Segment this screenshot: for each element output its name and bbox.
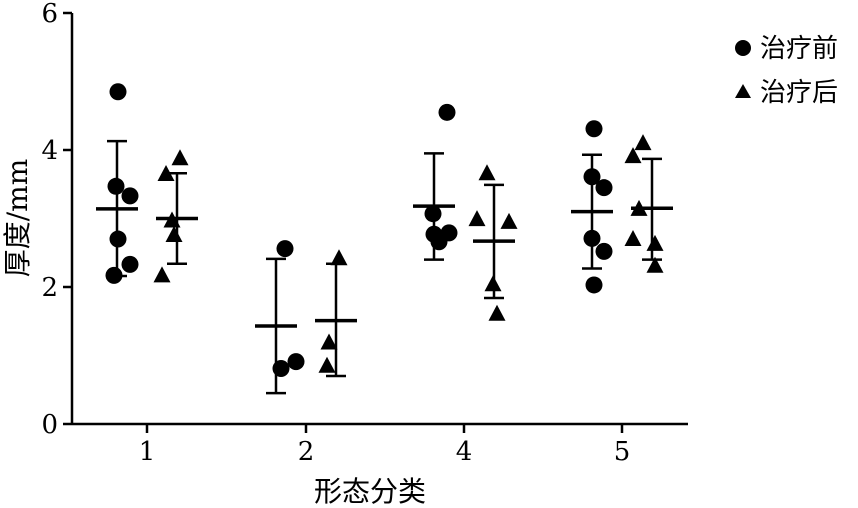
y-axis-title: 厚度/mm <box>1 159 34 278</box>
y-tick-label: 6 <box>41 0 58 29</box>
y-tick-label: 0 <box>41 410 58 440</box>
point-triangle-after <box>646 256 664 273</box>
point-triangle-after <box>484 275 502 292</box>
point-circle-before <box>583 168 601 186</box>
y-ticks: 0 2 4 6 <box>41 0 72 440</box>
legend-label-after: 治疗后 <box>760 78 838 108</box>
point-triangle-after <box>646 234 664 251</box>
point-triangle-after <box>624 147 642 164</box>
point-circle-before <box>109 230 127 248</box>
y-tick-label: 4 <box>41 136 58 166</box>
point-circle-before <box>430 233 448 251</box>
point-triangle-after <box>330 249 348 266</box>
legend-label-before: 治疗前 <box>760 34 838 64</box>
point-circle-before <box>595 179 613 197</box>
point-circle-before <box>121 187 139 205</box>
x-tick-label: 4 <box>456 437 473 467</box>
point-triangle-after <box>171 149 189 166</box>
axes <box>70 13 688 426</box>
point-circle-before <box>438 103 456 121</box>
point-triangle-after <box>157 164 175 181</box>
legend: 治疗前 治疗后 <box>735 34 838 108</box>
point-circle-before <box>107 177 125 195</box>
x-tick-label: 5 <box>614 437 631 467</box>
point-triangle-after <box>320 333 338 350</box>
point-triangle-after <box>318 356 336 373</box>
point-triangle-after <box>153 266 171 283</box>
point-triangle-after <box>468 210 486 227</box>
point-circle-before <box>287 353 305 371</box>
point-triangle-after <box>634 134 652 151</box>
point-circle-before <box>424 205 442 223</box>
point-circle-before <box>585 120 603 138</box>
point-triangle-after <box>478 164 496 181</box>
point-triangle-after <box>500 212 518 229</box>
legend-item-after: 治疗后 <box>735 78 838 108</box>
legend-item-before: 治疗前 <box>735 34 838 64</box>
point-triangle-after <box>163 211 181 228</box>
y-tick-label: 2 <box>41 273 58 303</box>
point-circle-before <box>272 360 290 378</box>
x-tick-label: 2 <box>298 437 315 467</box>
point-circle-before <box>276 240 294 258</box>
point-circle-before <box>595 242 613 260</box>
point-triangle-after <box>624 230 642 247</box>
point-circle-before <box>105 266 123 284</box>
plot-area <box>96 83 673 395</box>
x-ticks: 1 2 4 5 <box>139 424 631 467</box>
x-axis-title: 形态分类 <box>314 475 426 508</box>
point-circle-before <box>121 255 139 273</box>
point-triangle-after <box>165 225 183 242</box>
point-circle-before <box>585 276 603 294</box>
legend-circle-marker <box>735 40 751 56</box>
point-circle-before <box>109 83 127 101</box>
legend-triangle-marker <box>735 84 751 98</box>
x-tick-label: 1 <box>139 437 156 467</box>
point-triangle-after <box>488 304 506 321</box>
point-triangle-after <box>630 199 648 216</box>
point-circle-before <box>583 229 601 247</box>
